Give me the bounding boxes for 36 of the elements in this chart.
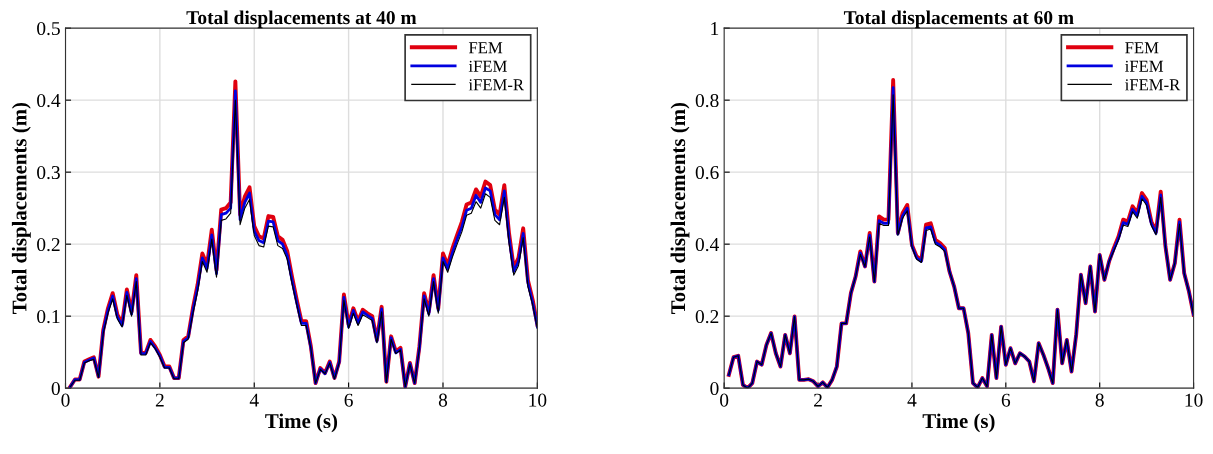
x-tick-label: 8 xyxy=(438,393,448,407)
x-tick-label: 2 xyxy=(814,393,822,407)
x-tick-label: 0 xyxy=(61,393,70,407)
y-tick-label: 0.2 xyxy=(695,309,719,324)
y-tick-label: 0 xyxy=(51,381,60,396)
legend-label: FEM xyxy=(1125,42,1159,54)
x-tick-label: 10 xyxy=(529,393,547,407)
x-tick-label: 6 xyxy=(344,393,353,407)
y-tick-label: 0.3 xyxy=(37,165,60,180)
x-axis-title: Time (s) xyxy=(265,413,338,433)
x-tick-label: 4 xyxy=(249,393,259,407)
x-tick-label: 10 xyxy=(1185,393,1203,407)
legend-label: FEM xyxy=(468,42,503,54)
y-tick-label: 0.6 xyxy=(695,165,719,180)
y-tick-label: 1 xyxy=(711,22,719,35)
legend-label: iFEM xyxy=(468,60,507,72)
x-axis-title: Time (s) xyxy=(922,413,995,433)
legend-label: iFEM xyxy=(1125,60,1164,72)
x-tick-label: 6 xyxy=(1001,393,1011,407)
y-axis-title: Total displacements (m) xyxy=(11,102,31,314)
y-tick-label: 0.5 xyxy=(37,21,60,36)
y-tick-label: 0.4 xyxy=(695,237,719,252)
x-tick-label: 0 xyxy=(720,393,729,407)
x-tick-label: 2 xyxy=(155,393,164,407)
x-tick-label: 4 xyxy=(907,393,917,407)
y-tick-label: 0.1 xyxy=(37,309,60,324)
y-axis-title: Total displacements (m) xyxy=(670,102,690,314)
y-tick-label: 0.4 xyxy=(37,93,61,108)
legend-label: iFEM-R xyxy=(1125,79,1181,91)
y-tick-label: 0 xyxy=(710,381,719,396)
legend-label: iFEM-R xyxy=(468,79,524,91)
y-tick-label: 0.2 xyxy=(37,237,60,252)
y-tick-label: 0.8 xyxy=(695,93,719,108)
chart-title: Total displacements at 60 m xyxy=(843,10,1074,29)
x-tick-label: 8 xyxy=(1095,393,1104,407)
chart-title: Total displacements at 40 m xyxy=(186,10,417,29)
